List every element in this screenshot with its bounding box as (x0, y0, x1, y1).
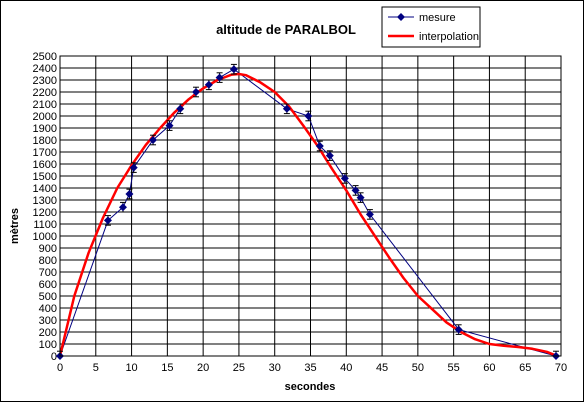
x-tick-label: 20 (197, 362, 209, 374)
series-line-interpolation (58, 72, 558, 358)
x-tick-label: 10 (125, 362, 137, 374)
data-point-mesure (365, 210, 374, 219)
data-point-mesure (315, 142, 324, 150)
y-tick-label: 1800 (33, 135, 57, 147)
legend-label-interpolation: interpolation (419, 31, 479, 43)
y-tick-label: 2100 (33, 99, 57, 111)
y-tick-label: 500 (39, 291, 57, 303)
y-tick-label: 600 (39, 279, 57, 291)
y-tick-label: 1000 (33, 231, 57, 243)
y-axis-label: mètres (9, 208, 21, 244)
series-layer (56, 63, 560, 360)
x-tick-label: 60 (483, 362, 495, 374)
y-tick-label: 2200 (33, 87, 57, 99)
y-tick-label: 100 (39, 339, 57, 351)
y-tick-label: 2000 (33, 111, 57, 123)
data-point-mesure (351, 186, 360, 195)
y-tick-labels: 0100200300400500600700800900100011001200… (33, 51, 57, 363)
data-point-mesure (304, 112, 313, 120)
data-point-mesure (129, 163, 138, 172)
data-point-mesure (176, 104, 185, 113)
legend-marker-mesure (397, 13, 405, 21)
data-point-mesure (229, 65, 238, 74)
y-tick-label: 1400 (33, 183, 57, 195)
y-tick-label: 1200 (33, 207, 57, 219)
data-point-mesure (340, 174, 349, 183)
y-tick-label: 300 (39, 315, 57, 327)
data-point-mesure (204, 80, 213, 89)
x-tick-labels: 0 5 10 15 20 25 30 35 40 45 50 55 60 65 70 (57, 362, 567, 374)
data-point-mesure (103, 216, 112, 225)
x-tick-label: 55 (448, 362, 460, 374)
data-point-mesure (282, 104, 291, 113)
x-tick-label: 25 (233, 362, 245, 374)
x-tick-label: 45 (376, 362, 388, 374)
x-tick-label: 0 (57, 362, 63, 374)
y-tick-label: 800 (39, 255, 57, 267)
data-point-mesure (125, 190, 134, 198)
x-tick-label: 15 (161, 362, 173, 374)
data-point-mesure (215, 73, 224, 82)
data-point-mesure (356, 193, 365, 202)
y-tick-label: 700 (39, 267, 57, 279)
y-tick-label: 200 (39, 327, 57, 339)
x-tick-label: 5 (93, 362, 99, 374)
y-tick-label: 1600 (33, 159, 57, 171)
chart-title: altitude de PARALBOL (216, 22, 356, 37)
data-point-mesure (165, 121, 174, 130)
y-tick-label: 2500 (33, 51, 57, 63)
y-tick-label: 900 (39, 243, 57, 255)
y-tick-label: 400 (39, 303, 57, 315)
data-point-mesure (325, 151, 334, 160)
y-tick-label: 1500 (33, 171, 57, 183)
x-tick-label: 70 (555, 362, 567, 374)
y-tick-label: 2400 (33, 63, 57, 75)
x-tick-label: 65 (519, 362, 531, 374)
x-tick-label: 50 (412, 362, 424, 374)
legend-box (381, 6, 481, 48)
y-tick-label: 0 (51, 351, 57, 363)
y-tick-label: 1300 (33, 195, 57, 207)
x-axis-label: secondes (285, 381, 336, 393)
series-line-mesure (59, 68, 557, 357)
data-point-mesure (149, 136, 158, 144)
x-tick-label: 30 (269, 362, 281, 374)
x-tick-label: 35 (304, 362, 316, 374)
y-tick-label: 1700 (33, 147, 57, 159)
data-point-mesure (454, 325, 463, 334)
y-tick-label: 1900 (33, 123, 57, 135)
x-tick-label: 40 (340, 362, 352, 374)
y-tick-label: 2300 (33, 75, 57, 87)
legend: mesure interpolation (381, 6, 481, 48)
data-point-mesure (118, 203, 127, 212)
y-tick-label: 1100 (33, 219, 57, 231)
plot-border (59, 55, 562, 357)
legend-label-mesure: mesure (419, 12, 456, 24)
data-point-mesure (191, 88, 200, 96)
